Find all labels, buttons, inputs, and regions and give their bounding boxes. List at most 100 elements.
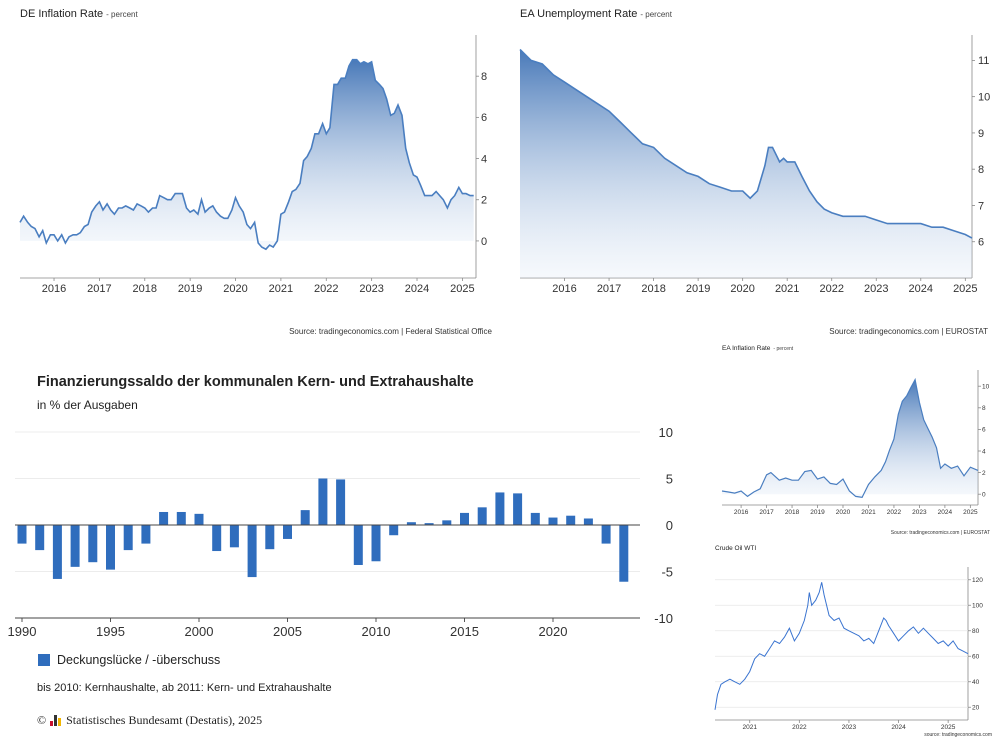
y-tick-label: -10 [654,611,673,626]
bar [389,525,399,536]
y-tick-label: 0 [666,518,673,533]
ea-unemployment-panel: EA Unemployment Rate - percent 6 7 8 9 10 11 20… [500,0,1000,345]
y-tick-label: 10 [982,383,990,390]
chart-source: Source: tradingeconomics.com | EUROSTAT [829,327,988,336]
y-tick-label: 0 [481,236,487,248]
x-tick-label: 2022 [314,283,338,295]
bar [619,525,629,582]
x-tick-label: 2020 [836,509,851,516]
series-line [519,48,973,239]
fin-chart-title: Finanzierungssaldo der kommunalen Kern- … [37,374,474,390]
bar [159,511,169,525]
y-tick-label: 120 [972,577,983,584]
x-tick-label: 2024 [909,283,933,295]
series-line [714,582,969,710]
legend-label: Deckungslücke / -überschuss [57,653,221,667]
chart-title: EA Unemployment Rate [520,8,638,20]
x-tick-label: 2022 [819,283,843,295]
y-tick-label: 80 [972,628,980,635]
x-tick-label: 1995 [96,624,125,639]
ea-inflation-chart: 0 2 4 6 8 10 2016 2017 2018 2019 2020 2021 2022 2023 2… [721,370,990,516]
chart-source: source: tradingeconomics.com [924,732,992,738]
x-tick-label: 2023 [359,283,383,295]
fin-legend: Deckungslücke / -überschuss [38,653,220,667]
x-tick-label: 2020 [539,624,568,639]
ea-unemployment-title-row: EA Unemployment Rate - percent [520,8,672,20]
y-tick-label: 8 [978,164,984,176]
series-line [721,377,979,499]
x-tick-label: 2016 [734,509,749,516]
x-tick-label: 2019 [178,283,202,295]
bar [495,492,505,525]
bar [353,525,363,565]
x-tick-label: 2019 [810,509,825,516]
bar [52,525,62,579]
x-tick-label: 2019 [686,283,710,295]
y-tick-label: 4 [982,448,986,455]
x-tick-label: 2025 [450,283,474,295]
bar [176,511,186,525]
y-tick-label: 0 [982,491,986,498]
x-tick-label: 2023 [912,509,927,516]
bar [548,517,558,525]
de-inflation-title-row: DE Inflation Rate - percent [20,8,138,20]
x-tick-label: 2020 [730,283,754,295]
fin-note: bis 2010: Kernhaushalte, ab 2011: Kern- … [37,682,332,694]
copyright-text: Statistisches Bundesamt (Destatis), 2025 [66,713,263,727]
legend-swatch [38,654,50,666]
bar [513,493,523,525]
y-tick-label: 6 [978,237,984,249]
x-tick-label: 2023 [864,283,888,295]
y-tick-label: 8 [982,405,986,412]
bar [212,525,222,552]
x-tick-label: 1990 [8,624,37,639]
x-tick-label: 2023 [842,724,857,731]
bar [88,525,98,563]
y-tick-label: 5 [666,472,673,487]
y-tick-label: 60 [972,654,980,661]
y-tick-label: 2 [982,470,986,477]
y-tick-label: 11 [978,55,989,67]
x-tick-label: 2025 [953,283,977,295]
series-area [520,49,972,278]
bar [460,512,469,525]
x-tick-label: 2017 [759,509,774,516]
bar [566,515,576,525]
y-tick-label: 6 [481,112,487,124]
y-tick-label: 4 [481,153,487,165]
bar [583,518,593,525]
bar [265,525,275,550]
x-tick-label: 2022 [887,509,902,516]
x-tick-label: 2015 [450,624,479,639]
bar [229,525,239,548]
x-tick-label: 2024 [405,283,429,295]
crude-oil-title-row: Crude Oil WTI [715,545,756,552]
y-tick-label: 10 [659,425,673,440]
chart-title: Crude Oil WTI [715,545,757,552]
bar [194,513,204,525]
x-tick-label: 2025 [941,724,956,731]
x-tick-label: 2018 [641,283,665,295]
chart-unit: - percent [640,10,672,19]
x-tick-label: 2022 [792,724,807,731]
x-tick-label: 2024 [891,724,906,731]
y-tick-label: 2 [481,195,487,207]
x-tick-label: 2024 [938,509,953,516]
chart-unit: - percent [106,10,138,19]
chart-title: DE Inflation Rate [20,8,104,20]
fin-copyright: © Statistisches Bundesamt (Destatis), 20… [37,713,262,728]
x-tick-label: 2021 [775,283,799,295]
bar [70,525,80,567]
finanzierungssaldo-chart: 10 5 0 -5 -10 1990 1995 2000 2005 2010 2015 2020 [8,425,673,639]
bar [318,478,328,525]
x-tick-label: 2017 [597,283,621,295]
bar [123,525,133,551]
bar [141,525,151,544]
x-tick-label: 2021 [742,724,757,731]
x-tick-label: 2016 [42,283,66,295]
x-tick-label: 2018 [133,283,157,295]
bar [601,525,611,544]
y-tick-label: 100 [972,603,983,610]
bar [424,523,434,525]
ea-inflation-panel: EA Inflation Rate - percent 0 2 4 6 8 10 2016 20… [710,340,1000,540]
